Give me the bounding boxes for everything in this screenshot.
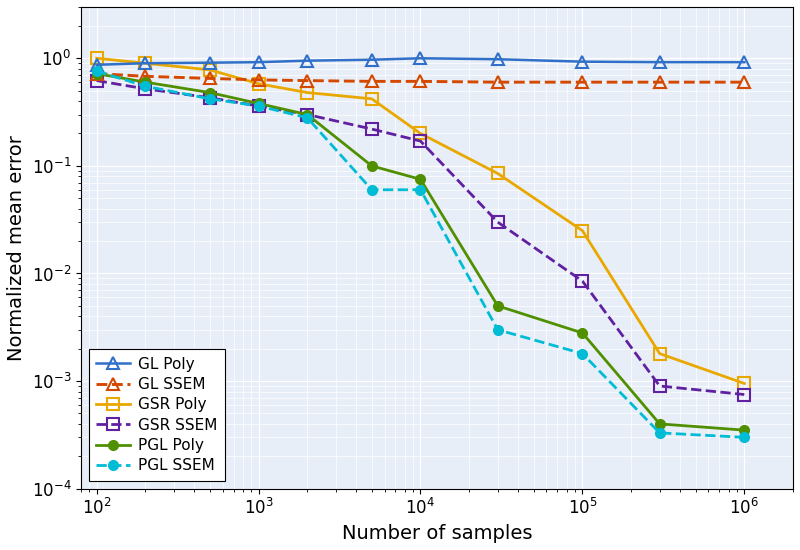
GL Poly bbox=[205, 59, 214, 66]
GSR Poly bbox=[655, 350, 665, 357]
PGL Poly bbox=[578, 329, 587, 336]
GSR SSEM bbox=[141, 86, 150, 92]
GSR SSEM bbox=[493, 219, 502, 225]
GSR Poly bbox=[493, 170, 502, 177]
GL Poly bbox=[578, 58, 587, 65]
GL Poly bbox=[254, 59, 263, 65]
GL SSEM bbox=[205, 75, 214, 82]
Y-axis label: Normalized mean error: Normalized mean error bbox=[7, 135, 26, 361]
PGL Poly bbox=[205, 89, 214, 96]
PGL Poly bbox=[302, 111, 312, 118]
GL SSEM bbox=[92, 70, 102, 77]
GSR SSEM bbox=[205, 95, 214, 101]
PGL SSEM bbox=[254, 103, 263, 109]
PGL SSEM bbox=[578, 350, 587, 357]
GSR Poly bbox=[254, 80, 263, 87]
Line: GSR Poly: GSR Poly bbox=[91, 53, 750, 389]
PGL Poly bbox=[493, 302, 502, 309]
PGL SSEM bbox=[92, 68, 102, 74]
GSR SSEM bbox=[655, 383, 665, 389]
PGL SSEM bbox=[367, 186, 377, 193]
GL Poly bbox=[92, 62, 102, 68]
GL SSEM bbox=[578, 79, 587, 85]
GSR Poly bbox=[416, 130, 426, 137]
GL SSEM bbox=[655, 79, 665, 85]
Line: PGL Poly: PGL Poly bbox=[92, 69, 749, 435]
GSR SSEM bbox=[254, 103, 263, 109]
Line: GL Poly: GL Poly bbox=[91, 53, 750, 70]
GL Poly bbox=[416, 55, 426, 62]
GSR SSEM bbox=[578, 278, 587, 284]
GL Poly bbox=[302, 57, 312, 64]
PGL SSEM bbox=[302, 114, 312, 121]
GL Poly bbox=[367, 57, 377, 63]
GSR SSEM bbox=[739, 391, 749, 398]
PGL Poly bbox=[416, 176, 426, 183]
GSR SSEM bbox=[416, 138, 426, 145]
Legend: GL Poly, GL SSEM, GSR Poly, GSR SSEM, PGL Poly, PGL SSEM: GL Poly, GL SSEM, GSR Poly, GSR SSEM, PG… bbox=[89, 349, 225, 481]
GL Poly bbox=[655, 59, 665, 65]
GSR Poly bbox=[367, 96, 377, 102]
PGL Poly bbox=[92, 70, 102, 77]
Line: GL SSEM: GL SSEM bbox=[91, 68, 750, 87]
PGL SSEM bbox=[416, 186, 426, 193]
GL SSEM bbox=[141, 73, 150, 80]
PGL Poly bbox=[254, 100, 263, 107]
PGL SSEM bbox=[739, 434, 749, 441]
GSR SSEM bbox=[92, 78, 102, 84]
GL SSEM bbox=[416, 78, 426, 85]
PGL SSEM bbox=[655, 430, 665, 436]
PGL SSEM bbox=[205, 96, 214, 102]
GSR Poly bbox=[141, 60, 150, 67]
GSR Poly bbox=[302, 89, 312, 96]
GL SSEM bbox=[739, 79, 749, 85]
GL SSEM bbox=[493, 79, 502, 85]
PGL SSEM bbox=[141, 83, 150, 90]
GL Poly bbox=[141, 60, 150, 67]
GSR Poly bbox=[739, 380, 749, 387]
GSR Poly bbox=[205, 67, 214, 73]
GL Poly bbox=[739, 59, 749, 65]
PGL Poly bbox=[655, 421, 665, 427]
PGL Poly bbox=[739, 427, 749, 433]
X-axis label: Number of samples: Number of samples bbox=[342, 524, 532, 543]
Line: PGL SSEM: PGL SSEM bbox=[92, 66, 749, 442]
PGL Poly bbox=[367, 163, 377, 169]
GL SSEM bbox=[254, 76, 263, 83]
GSR Poly bbox=[578, 227, 587, 234]
GSR SSEM bbox=[302, 111, 312, 118]
PGL Poly bbox=[141, 79, 150, 85]
PGL SSEM bbox=[493, 327, 502, 333]
GSR SSEM bbox=[367, 126, 377, 133]
GL Poly bbox=[493, 56, 502, 63]
GL SSEM bbox=[302, 78, 312, 84]
GSR Poly bbox=[92, 55, 102, 62]
Line: GSR SSEM: GSR SSEM bbox=[91, 75, 750, 400]
GL SSEM bbox=[367, 78, 377, 85]
